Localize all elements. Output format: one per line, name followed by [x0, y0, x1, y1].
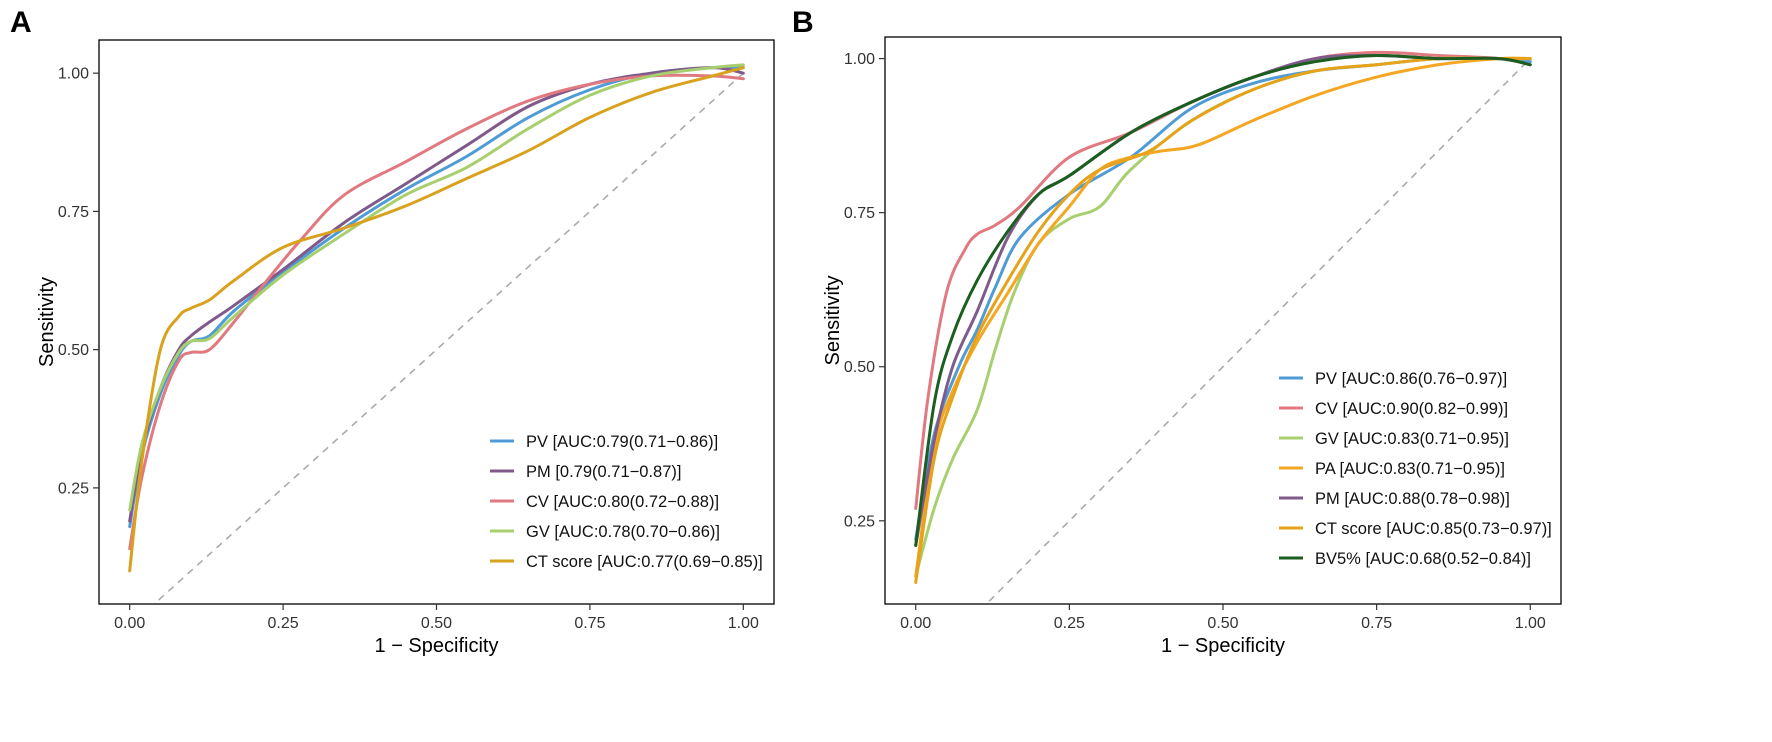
reference-diagonal: [153, 72, 744, 604]
roc-curve-pm: [128, 66, 745, 523]
y-tick-label: 0.25: [844, 513, 875, 530]
y-tick-label: 1.00: [58, 66, 89, 83]
roc-curve-pv: [128, 65, 745, 529]
legend-entry: CV [AUC:0.80(0.72−0.88)]: [526, 493, 719, 511]
legend-entry: PM [0.79(0.71−0.87)]: [526, 463, 681, 481]
legend-entry: BV5% [AUC:0.68(0.52−0.84)]: [1315, 550, 1531, 568]
legend-entry: CV [AUC:0.90(0.82−0.99)]: [1315, 400, 1508, 418]
y-axis-title: Sensitivity: [822, 275, 844, 365]
legend-entry: CT score [AUC:0.77(0.69−0.85)]: [526, 553, 763, 571]
legend-entry: GV [AUC:0.78(0.70−0.86)]: [526, 523, 720, 541]
x-axis-title: 1 − Specificity: [1161, 635, 1285, 657]
roc-curve-ct-score: [128, 66, 745, 573]
legend-entry: PV [AUC:0.86(0.76−0.97)]: [1315, 370, 1507, 388]
legend-entry: CT score [AUC:0.85(0.73−0.97)]: [1315, 520, 1552, 538]
y-tick-label: 0.50: [844, 359, 875, 376]
x-tick-label: 0.00: [900, 615, 931, 632]
panel-label: A: [10, 6, 32, 39]
x-tick-label: 0.50: [1207, 615, 1238, 632]
legend-entry: PA [AUC:0.83(0.71−0.95)]: [1315, 460, 1505, 478]
roc-curve-cv: [914, 50, 1532, 510]
y-tick-label: 0.75: [844, 205, 875, 222]
panel-label: B: [792, 6, 814, 39]
x-tick-label: 1.00: [728, 615, 759, 632]
y-tick-label: 0.50: [58, 342, 89, 359]
legend: PV [AUC:0.86(0.76−0.97)] CV [AUC:0.90(0.8…: [1279, 370, 1552, 568]
panel-a: A 0.00 0.25 0.50 0.75 1.00 0.25 0.50 0.75 1.00 1 −…: [10, 6, 775, 657]
y-tick-label: 0.75: [58, 204, 89, 221]
legend-entry: PV [AUC:0.79(0.71−0.86)]: [526, 433, 718, 451]
y-tick-label: 1.00: [844, 51, 875, 68]
reference-diagonal: [985, 58, 1531, 604]
y-axis-title: Sensitivity: [36, 277, 58, 367]
roc-curve-gv: [128, 63, 745, 512]
x-tick-label: 0.75: [574, 615, 605, 632]
panel-b: B 0.00 0.25 0.50 0.75 1.00 0.25 0.50 0.75 1.00 1 −…: [792, 6, 1562, 657]
legend: PV [AUC:0.79(0.71−0.86)] PM [0.79(0.71−0.…: [490, 433, 763, 571]
x-tick-label: 0.25: [1054, 615, 1085, 632]
x-axis-title: 1 − Specificity: [375, 635, 499, 657]
roc-curve-ct-score: [914, 56, 1532, 584]
x-tick-label: 0.00: [114, 615, 145, 632]
legend-entry: GV [AUC:0.83(0.71−0.95)]: [1315, 430, 1509, 448]
roc-curve-bv5-: [914, 53, 1532, 547]
x-tick-label: 0.75: [1361, 615, 1392, 632]
x-tick-label: 0.50: [421, 615, 452, 632]
plot-frame: [98, 39, 775, 605]
x-tick-label: 0.25: [268, 615, 299, 632]
legend-entry: PM [AUC:0.88(0.78−0.98)]: [1315, 490, 1510, 508]
x-tick-label: 1.00: [1515, 615, 1546, 632]
y-tick-label: 0.25: [58, 480, 89, 497]
